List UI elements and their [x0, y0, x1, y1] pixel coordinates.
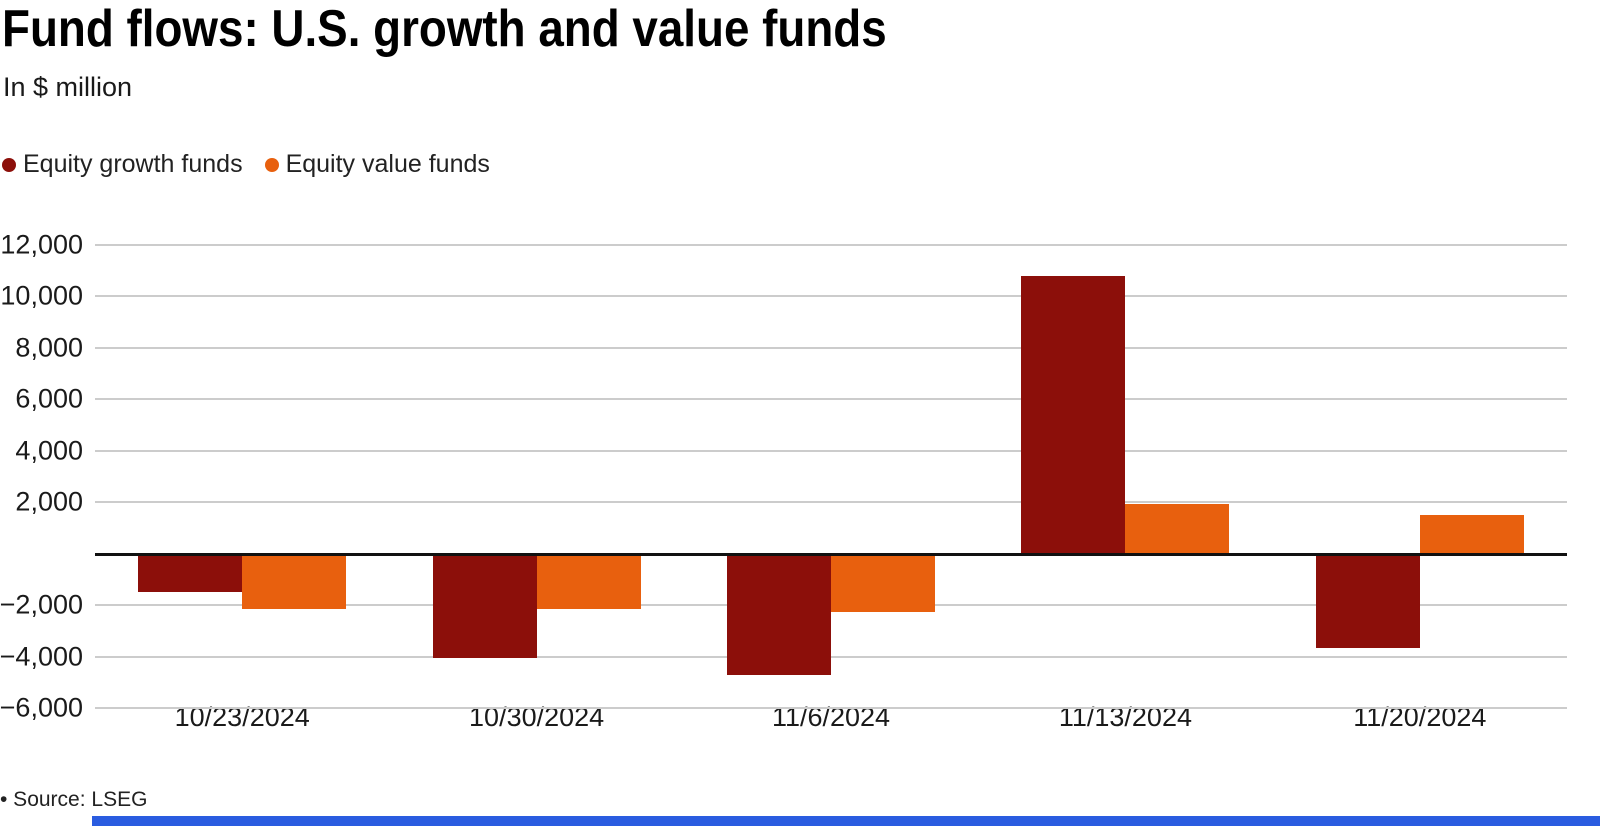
bar-growth [138, 553, 243, 593]
legend-item-growth: Equity growth funds [2, 150, 243, 179]
page-title: Fund flows: U.S. growth and value funds [2, 0, 887, 58]
x-axis-label: 11/20/2024 [1353, 702, 1487, 732]
y-axis-label: −2,000 [0, 589, 83, 620]
bar-value [1419, 515, 1524, 554]
bar-growth [1021, 275, 1126, 554]
bar-value [242, 553, 347, 609]
y-axis-label: −4,000 [0, 641, 83, 672]
footer-bar [92, 816, 1600, 826]
gridline [95, 346, 1567, 349]
bar-value [1125, 503, 1230, 554]
gridline [95, 449, 1567, 452]
y-axis-label: 10,000 [0, 280, 83, 311]
legend-value-dot-icon [264, 157, 279, 172]
legend-growth-dot-icon [2, 157, 16, 172]
gridline [95, 501, 1567, 504]
y-axis-label: −6,000 [0, 692, 83, 723]
y-axis-label: 12,000 [0, 229, 83, 260]
plot-area [95, 244, 1567, 709]
x-axis-label: 11/6/2024 [771, 702, 891, 732]
y-axis-label: 4,000 [15, 435, 83, 466]
legend-value-label: Equity value funds [285, 150, 490, 178]
gridline [95, 707, 1567, 709]
y-axis: 12,000 10,000 8,000 6,000 4,000 2,000 −2,000 −4… [0, 230, 83, 723]
bar-growth [432, 553, 537, 658]
legend: Equity growth funds Equity value funds [2, 150, 490, 179]
x-axis-label: 11/13/2024 [1058, 702, 1192, 732]
gridline [95, 398, 1567, 401]
legend-growth-label: Equity growth funds [23, 150, 243, 178]
y-axis-label: 8,000 [15, 332, 83, 363]
gridline [95, 244, 1567, 246]
gridline [95, 295, 1567, 298]
bar-value [831, 553, 935, 612]
page-subtitle: In $ million [3, 72, 133, 102]
x-axis-label: 10/23/2024 [174, 702, 310, 732]
bar-value [536, 553, 641, 609]
y-axis-label: 2,000 [15, 486, 83, 517]
bar-growth [727, 553, 831, 675]
legend-item-value: Equity value funds [264, 150, 490, 179]
y-axis-label: 6,000 [15, 383, 83, 414]
bar-growth [1315, 553, 1420, 648]
zero-axis-line [95, 552, 1567, 556]
source-note: • Source: LSEG [0, 788, 148, 811]
gridline [95, 655, 1567, 658]
x-axis: 10/23/2024 10/30/2024 11/6/2024 11/13/2024 1… [95, 700, 1567, 734]
x-axis-label: 10/30/2024 [469, 702, 605, 732]
